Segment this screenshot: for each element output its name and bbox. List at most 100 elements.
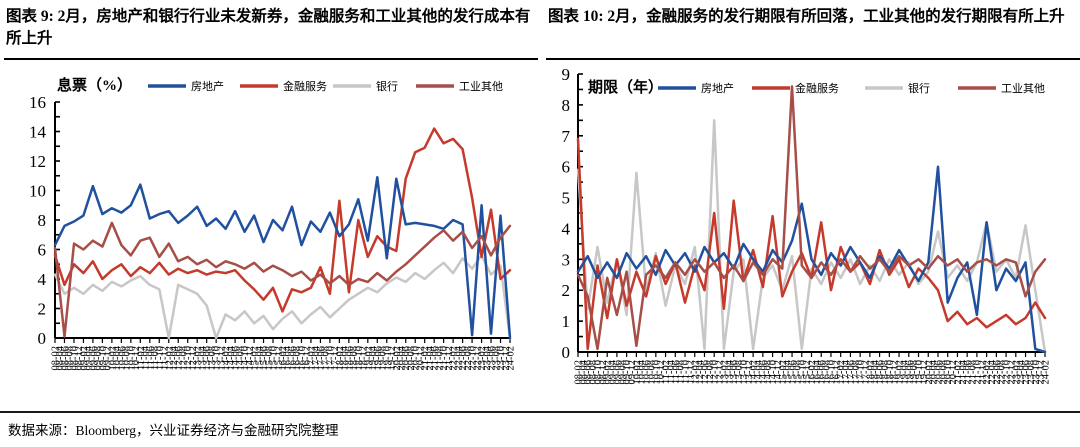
x-tick-label: 08-10 <box>593 360 604 385</box>
axis-title: 息票（%） <box>57 76 132 94</box>
x-tick-label: 21-02 <box>953 360 964 385</box>
x-tick-label: 17-08 <box>851 360 862 385</box>
y-tick-label: 0 <box>562 343 571 362</box>
x-tick-label: 10-02 <box>632 360 643 385</box>
x-tick-label: 12-12 <box>188 346 199 371</box>
x-tick-label: 13-02 <box>719 360 730 385</box>
axis-title: 期限（年） <box>588 78 663 96</box>
x-tick-label: 21-12 <box>977 360 988 385</box>
y-tick-label: 4 <box>562 219 571 238</box>
x-tick-label: 17-10 <box>856 360 867 385</box>
x-tick-label: 11-02 <box>136 346 147 370</box>
figure10-title-text: 图表 10: 2月，金融服务的发行期限有所回落，工业其他的发行期限有所上升 <box>548 8 1065 25</box>
x-tick-label: 13-04 <box>724 359 735 384</box>
x-tick-label: 10-12 <box>656 360 667 385</box>
x-tick-label: 16-08 <box>822 360 833 385</box>
x-tick-label: 16-08 <box>292 346 303 371</box>
x-tick-label: 19-08 <box>909 360 920 385</box>
y-tick-label: 1 <box>562 312 571 331</box>
x-tick-label: 09-02 <box>603 360 614 385</box>
x-tick-label: 18-12 <box>359 346 370 371</box>
x-tick-label: 08-04 <box>55 345 66 370</box>
x-tick-label: 14-04 <box>226 345 237 370</box>
x-tick-label: 11-10 <box>155 346 166 370</box>
x-tick-label: 16-04 <box>283 345 294 370</box>
x-tick-label: 15-10 <box>269 346 280 371</box>
series-line-banks <box>576 119 1047 354</box>
x-tick-label: 12-08 <box>178 346 189 371</box>
y-tick-label: 4 <box>38 270 47 289</box>
x-tick-label: 14-10 <box>768 360 779 385</box>
x-tick-label: 23-02 <box>477 346 488 371</box>
x-tick-label: 09-12 <box>103 346 114 371</box>
x-tick-label: 13-06 <box>202 346 213 371</box>
x-tick-label: 19-02 <box>895 360 906 385</box>
x-tick-label: 15-10 <box>797 360 808 385</box>
x-tick-label: 18-08 <box>349 346 360 371</box>
x-tick-label: 23-02 <box>1011 360 1022 385</box>
x-tick-label: 20-12 <box>415 346 426 371</box>
x-tick-label: 23-04 <box>482 345 493 370</box>
x-tick-label: 17-06 <box>846 360 857 385</box>
x-tick-label: 14-08 <box>763 360 774 385</box>
x-axis-labels: 08-0208-0408-0608-0808-1008-1209-0209-04… <box>574 352 1052 385</box>
x-tick-label: 20-08 <box>406 346 417 371</box>
x-tick-label: 11-12 <box>160 346 171 370</box>
x-tick-label: 18-02 <box>335 346 346 371</box>
x-tick-label: 22-02 <box>982 360 993 385</box>
x-tick-label: 19-04 <box>899 359 910 384</box>
x-tick-label: 23-06 <box>487 346 498 371</box>
x-tick-label: 11-10 <box>681 360 692 384</box>
x-tick-label: 16-12 <box>302 346 313 371</box>
x-tick-label: 16-06 <box>817 360 828 385</box>
x-tick-label: 10-02 <box>107 346 118 371</box>
x-tick-label: 15-04 <box>254 345 265 370</box>
x-tick-label: 21-08 <box>434 346 445 371</box>
x-tick-label: 08-08 <box>588 360 599 385</box>
x-tick-label: 21-06 <box>430 346 441 371</box>
x-tick-label: 20-08 <box>938 360 949 385</box>
x-axis-labels: 08-0208-0408-0608-0808-1008-1209-0209-04… <box>51 338 517 371</box>
x-tick-label: 08-08 <box>65 346 76 371</box>
x-tick-label: 12-02 <box>164 346 175 371</box>
series-line-financial-services <box>576 137 1047 351</box>
x-tick-label: 13-10 <box>739 360 750 385</box>
x-tick-label: 18-10 <box>885 360 896 385</box>
x-tick-label: 11-12 <box>685 360 696 384</box>
x-tick-label: 17-04 <box>841 359 852 384</box>
y-tick-label: 14 <box>29 123 47 142</box>
x-tick-label: 18-06 <box>875 360 886 385</box>
x-tick-label: 20-12 <box>948 360 959 385</box>
legend-label-industrial-other: 工业其他 <box>459 80 503 93</box>
x-tick-label: 20-06 <box>933 360 944 385</box>
x-tick-label: 09-06 <box>612 360 623 385</box>
legend-label-financial-services: 金融服务 <box>283 79 327 93</box>
x-tick-label: 18-12 <box>890 360 901 385</box>
series-line-banks <box>53 254 512 340</box>
x-tick-label: 21-10 <box>439 346 450 371</box>
x-tick-label: 14-02 <box>749 360 760 385</box>
x-tick-label: 17-12 <box>861 360 872 385</box>
figure-titles-row: 图表 9: 2月，房地产和银行行业未发新券，金融服务和工业其他的发行成本有所上升… <box>0 0 1080 60</box>
legend-label-banks: 银行 <box>376 79 398 93</box>
x-tick-label: 11-04 <box>141 345 152 370</box>
x-tick-label: 21-10 <box>972 360 983 385</box>
x-tick-label: 10-08 <box>122 346 133 371</box>
x-tick-label: 11-04 <box>666 359 677 384</box>
y-tick-label: 9 <box>562 65 571 84</box>
x-tick-label: 17-02 <box>306 346 317 371</box>
x-tick-label: 24-02 <box>1041 360 1052 385</box>
x-tick-label: 15-06 <box>788 360 799 385</box>
x-tick-label: 22-04 <box>987 359 998 384</box>
coupon-plot: 0 2 4 6 8 10 12 14 16 08-0208-0408-0608-0808-1008… <box>29 76 517 371</box>
y-tick-label: 8 <box>562 96 571 115</box>
y-tick-label: 12 <box>29 152 46 171</box>
x-tick-label: 08-04 <box>578 359 589 384</box>
figure9-title: 图表 9: 2月，房地产和银行行业未发新券，金融服务和工业其他的发行成本有所上升 <box>4 0 538 60</box>
x-tick-label: 09-04 <box>84 345 95 370</box>
y-tick-label: 2 <box>38 300 47 319</box>
x-tick-label: 16-06 <box>287 346 298 371</box>
x-tick-label: 22-06 <box>458 346 469 371</box>
y-tick-label: 16 <box>29 93 46 112</box>
tenor-chart: 0 1 2 3 4 5 6 7 8 9 08-02 08-04 08-06 08-08 08-10 08-12… <box>540 62 1080 407</box>
